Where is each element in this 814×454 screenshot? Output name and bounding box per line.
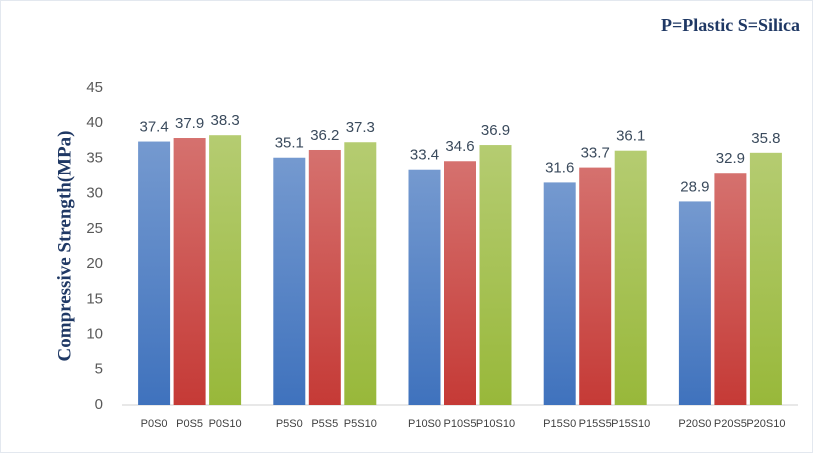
- value-label: 36.9: [481, 122, 510, 139]
- bar: [714, 173, 747, 405]
- y-tick-label: 40: [86, 114, 103, 131]
- y-tick-label: 15: [86, 290, 103, 307]
- x-tick-label: P20S5: [714, 418, 747, 430]
- bar: [479, 145, 512, 405]
- x-tick-label: P15S0: [543, 418, 576, 430]
- value-label: 34.6: [445, 138, 474, 155]
- x-tick-label: P20S0: [678, 418, 711, 430]
- x-tick-label: P10S5: [443, 418, 476, 430]
- bar: [749, 152, 782, 405]
- y-tick-label: 10: [86, 326, 103, 343]
- y-tick-label: 20: [86, 255, 103, 272]
- bar: [543, 182, 576, 405]
- bar: [614, 150, 647, 405]
- value-label: 38.3: [210, 112, 239, 129]
- y-tick-label: 0: [95, 396, 103, 413]
- value-label: 36.2: [310, 127, 339, 144]
- value-label: 37.9: [175, 115, 204, 132]
- value-label: 33.7: [581, 145, 610, 162]
- value-label: 35.1: [275, 135, 304, 152]
- bar: [579, 167, 612, 405]
- bar: [138, 141, 171, 405]
- annotation: P=Plastic S=Silica: [661, 15, 800, 35]
- bar: [344, 142, 377, 405]
- y-axis-label: Compressive Strength(MPa): [54, 131, 75, 362]
- x-tick-label: P20S10: [746, 418, 785, 430]
- bar: [273, 157, 306, 405]
- value-label: 37.4: [139, 119, 168, 136]
- x-tick-label: P5S0: [276, 418, 303, 430]
- y-tick-label: 30: [86, 185, 103, 202]
- value-label: 31.6: [545, 159, 574, 176]
- value-label: 37.3: [346, 119, 375, 136]
- value-label: 35.8: [751, 130, 780, 147]
- bar: [308, 149, 341, 405]
- y-tick-label: 25: [86, 220, 103, 237]
- value-label: 32.9: [716, 150, 745, 167]
- x-tick-label: P10S0: [408, 418, 441, 430]
- x-tick-label: P0S5: [176, 418, 203, 430]
- value-label: 33.4: [410, 147, 439, 164]
- x-tick-label: P15S5: [579, 418, 612, 430]
- value-label: 36.1: [616, 128, 645, 145]
- x-tick-label: P10S10: [476, 418, 515, 430]
- bar: [444, 161, 476, 405]
- bar: [678, 201, 711, 405]
- x-tick-label: P5S10: [344, 418, 377, 430]
- y-tick-label: 5: [95, 361, 103, 378]
- bar: [173, 138, 206, 405]
- x-tick-label: P0S0: [141, 418, 168, 430]
- y-tick-label: 35: [86, 149, 103, 166]
- y-tick-label: 45: [86, 79, 103, 96]
- bar: [209, 135, 242, 405]
- value-label: 28.9: [680, 178, 709, 195]
- x-tick-label: P15S10: [611, 418, 650, 430]
- bar: [408, 169, 441, 405]
- x-tick-label: P0S10: [209, 418, 242, 430]
- x-tick-label: P5S5: [311, 418, 338, 430]
